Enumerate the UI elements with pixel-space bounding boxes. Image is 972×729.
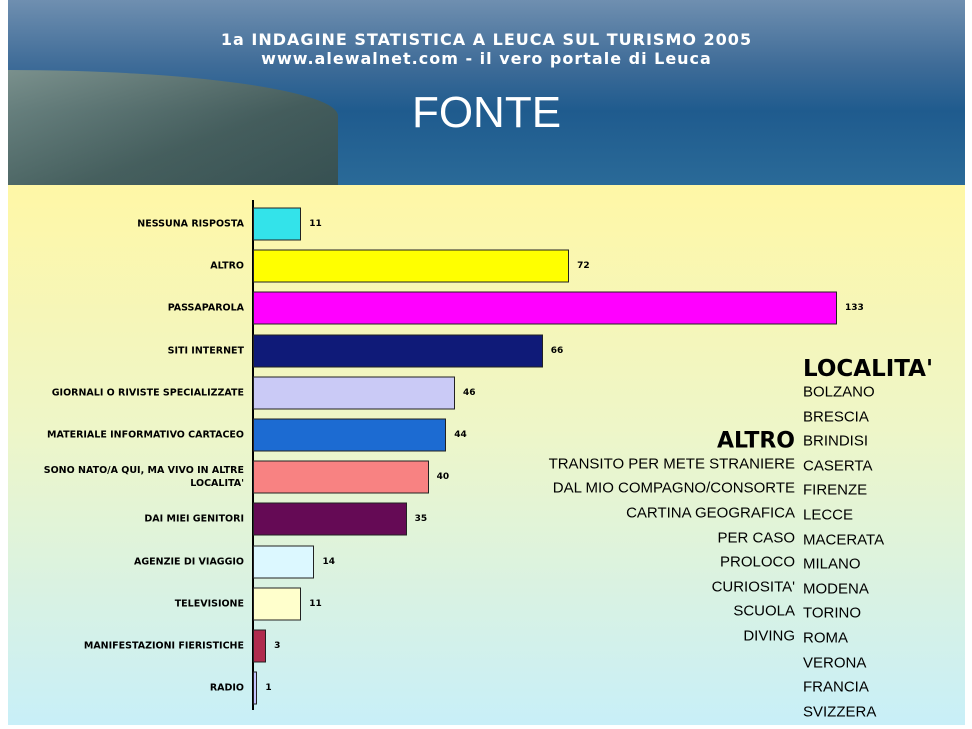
data-label: 46 xyxy=(462,387,476,398)
list-item: FRANCIA xyxy=(803,678,869,696)
bar xyxy=(253,291,837,325)
header-line: 1a INDAGINE STATISTICA A LEUCA SUL TURIS… xyxy=(220,30,753,49)
list-item: PER CASO xyxy=(717,529,795,547)
data-label: 66 xyxy=(550,345,564,356)
list-item: MILANO xyxy=(803,555,861,573)
header-line: www.alewalnet.com - il vero portale di L… xyxy=(261,49,712,68)
bar xyxy=(253,629,267,663)
list-item: MODENA xyxy=(803,580,869,598)
list-item: BOLZANO xyxy=(803,383,875,401)
list-item: DIVING xyxy=(743,627,795,645)
list-item: PROLOCO xyxy=(719,553,795,571)
list-item: SCUOLA xyxy=(733,602,795,620)
category-label: SONO NATO/A QUI, MA VIVO IN ALTRE LOCALI… xyxy=(43,465,244,490)
category-label: MATERIALE INFORMATIVO CARTACEO xyxy=(47,429,244,441)
category-label: MANIFESTAZIONI FIERISTICHE xyxy=(83,640,244,652)
list-item: SVIZZERA xyxy=(803,703,877,721)
list-item: FIRENZE xyxy=(803,481,868,499)
list-item: CASERTA xyxy=(803,457,873,475)
bar xyxy=(253,376,455,410)
bar xyxy=(253,334,543,368)
list-item: DAL MIO COMPAGNO/CONSORTE xyxy=(552,479,795,497)
list-item: CARTINA GEOGRAFICA xyxy=(626,504,795,522)
data-label: 133 xyxy=(845,303,864,314)
data-label: 3 xyxy=(274,641,281,651)
list-item: ROMA xyxy=(803,629,848,647)
bar xyxy=(253,418,447,452)
category-label: TELEVISIONE xyxy=(174,598,244,610)
list-item: MACERATA xyxy=(803,531,885,549)
bar xyxy=(253,502,407,536)
category-label: PASSAPAROLA xyxy=(167,302,244,314)
list-item: TRANSITO PER METE STRANIERE xyxy=(548,455,795,473)
category-label: AGENZIE DI VIAGGIO xyxy=(134,556,244,568)
data-label: 35 xyxy=(414,514,428,525)
category-label: NESSUNA RISPOSTA xyxy=(137,218,244,230)
bar xyxy=(253,545,315,579)
category-label: GIORNALI O RIVISTE SPECIALIZZATE xyxy=(51,387,244,399)
axis-line xyxy=(252,200,254,710)
data-label: 11 xyxy=(309,598,322,609)
data-label: 11 xyxy=(309,219,322,229)
list-item: VERONA xyxy=(803,654,867,672)
bar xyxy=(253,207,302,241)
category-label: DAI MIEI GENITORI xyxy=(144,513,244,525)
header: 1a INDAGINE STATISTICA A LEUCA SUL TURIS… xyxy=(8,0,965,185)
list-item: CURIOSITA' xyxy=(711,578,795,596)
bar xyxy=(253,671,258,705)
data-label: 44 xyxy=(454,430,467,440)
list-title: ALTRO xyxy=(716,428,795,454)
data-label: 1 xyxy=(265,683,272,694)
list-item: TORINO xyxy=(803,604,862,622)
bar xyxy=(253,460,429,494)
bar xyxy=(253,587,302,621)
list-title: LOCALITA' xyxy=(803,356,934,382)
chart-title: FONTE xyxy=(411,88,562,137)
bar xyxy=(253,249,570,283)
list-item: LECCE xyxy=(803,506,854,524)
list-item: BRINDISI xyxy=(803,432,869,450)
category-label: ALTRO xyxy=(210,260,244,272)
list-item: BRESCIA xyxy=(803,408,869,426)
data-label: 40 xyxy=(436,472,450,483)
data-label: 72 xyxy=(577,261,590,272)
category-label: RADIO xyxy=(209,682,244,694)
data-label: 14 xyxy=(322,556,335,567)
category-label: SITI INTERNET xyxy=(167,345,244,357)
